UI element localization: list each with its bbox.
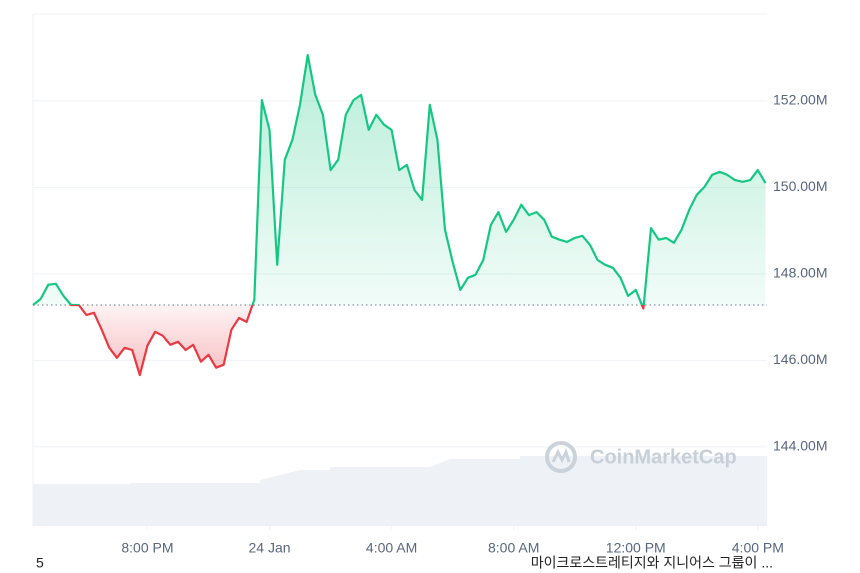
volume-area bbox=[33, 456, 767, 526]
footer-right: 마이크로스트레티지와 지니어스 그룹이 ... bbox=[531, 555, 773, 571]
y-tick-label: 152.00M bbox=[773, 92, 827, 108]
price-line bbox=[32, 54, 767, 377]
y-tick-label: 148.00M bbox=[773, 265, 827, 281]
y-tick-label: 150.00M bbox=[773, 178, 827, 194]
x-tick-label: 8:00 PM bbox=[121, 540, 173, 556]
x-tick-label: 4:00 PM bbox=[732, 540, 784, 556]
watermark: CoinMarketCap bbox=[590, 446, 737, 468]
watermark-logo bbox=[545, 441, 577, 473]
y-tick-label: 144.00M bbox=[773, 438, 827, 454]
x-tick-label: 8:00 AM bbox=[488, 540, 539, 556]
area-fill bbox=[33, 55, 766, 376]
y-tick-label: 146.00M bbox=[773, 351, 827, 367]
x-tick-label: 24 Jan bbox=[249, 540, 291, 556]
x-tick-label: 12:00 PM bbox=[606, 540, 666, 556]
footer-left: 5 bbox=[36, 555, 44, 571]
x-tick-label: 4:00 AM bbox=[366, 540, 417, 556]
